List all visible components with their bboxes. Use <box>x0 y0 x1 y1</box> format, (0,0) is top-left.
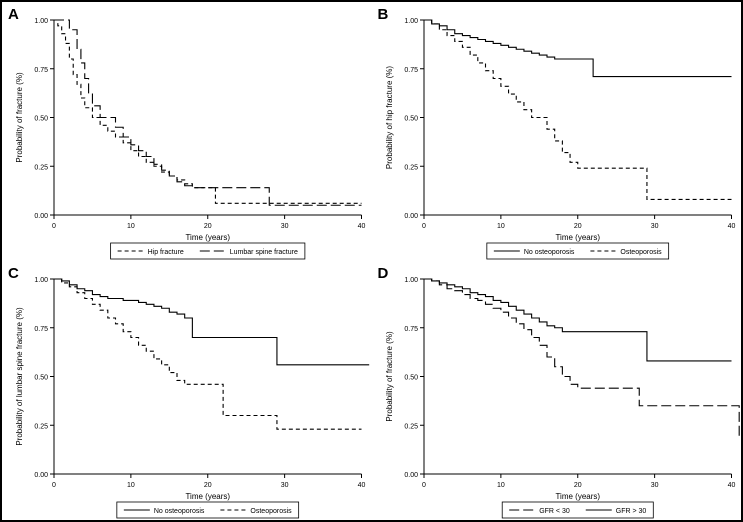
svg-text:Time (years): Time (years) <box>555 233 600 242</box>
figure-container: A 0.00 0.25 0.50 0.75 1.00 0 10 20 30 40 Probabili… <box>0 0 743 522</box>
svg-text:0.00: 0.00 <box>34 472 48 479</box>
svg-text:20: 20 <box>204 223 212 230</box>
svg-text:30: 30 <box>650 223 658 230</box>
svg-text:20: 20 <box>204 482 212 489</box>
svg-text:10: 10 <box>127 223 135 230</box>
svg-text:0: 0 <box>422 223 426 230</box>
svg-text:0.50: 0.50 <box>34 375 48 382</box>
svg-text:0: 0 <box>52 223 56 230</box>
svg-text:Probability of hip fracture (%: Probability of hip fracture (%) <box>385 66 394 169</box>
svg-text:0.25: 0.25 <box>404 423 418 430</box>
svg-text:Probability of fracture (%): Probability of fracture (%) <box>385 331 394 422</box>
panel-B: B 0.00 0.25 0.50 0.75 1.00 0 10 20 30 40 Probabili… <box>372 2 742 261</box>
svg-text:0.50: 0.50 <box>404 375 418 382</box>
panel-C: C 0.00 0.25 0.50 0.75 1.00 0 10 20 30 40 Probabili… <box>2 261 372 520</box>
panel-D: D 0.00 0.25 0.50 0.75 1.00 0 10 20 30 40 Probabili… <box>372 261 742 520</box>
svg-text:0.75: 0.75 <box>34 326 48 333</box>
panel-A-svg: 0.00 0.25 0.50 0.75 1.00 0 10 20 30 40 Probability… <box>2 2 372 261</box>
svg-text:Hip fracture: Hip fracture <box>148 249 184 256</box>
svg-text:0.25: 0.25 <box>34 164 48 171</box>
svg-text:1.00: 1.00 <box>34 277 48 284</box>
svg-text:Osteoporosis: Osteoporosis <box>620 249 662 256</box>
svg-text:30: 30 <box>281 482 289 489</box>
svg-text:10: 10 <box>496 482 504 489</box>
svg-text:10: 10 <box>496 223 504 230</box>
svg-text:0: 0 <box>422 482 426 489</box>
svg-text:40: 40 <box>727 482 735 489</box>
svg-text:GFR < 30: GFR < 30 <box>539 508 570 515</box>
svg-text:Osteoporosis: Osteoporosis <box>250 508 292 515</box>
svg-text:20: 20 <box>573 482 581 489</box>
svg-text:1.00: 1.00 <box>34 18 48 25</box>
svg-text:GFR > 30: GFR > 30 <box>615 508 646 515</box>
svg-text:40: 40 <box>358 482 366 489</box>
svg-text:10: 10 <box>127 482 135 489</box>
svg-text:1.00: 1.00 <box>404 277 418 284</box>
svg-text:Lumbar spine fracture: Lumbar spine fracture <box>230 249 298 256</box>
svg-text:0.75: 0.75 <box>34 67 48 74</box>
svg-text:Probability of lumbar spine fr: Probability of lumbar spine fracture (%) <box>15 307 24 446</box>
svg-text:0.00: 0.00 <box>404 472 418 479</box>
svg-text:Time (years): Time (years) <box>185 492 230 501</box>
panel-C-svg: 0.00 0.25 0.50 0.75 1.00 0 10 20 30 40 Probability… <box>2 261 372 520</box>
panel-A: A 0.00 0.25 0.50 0.75 1.00 0 10 20 30 40 Probabili… <box>2 2 372 261</box>
svg-text:No osteoporosis: No osteoporosis <box>523 249 574 256</box>
svg-text:0: 0 <box>52 482 56 489</box>
svg-text:0.25: 0.25 <box>404 164 418 171</box>
svg-text:1.00: 1.00 <box>404 18 418 25</box>
svg-text:30: 30 <box>650 482 658 489</box>
svg-text:No osteoporosis: No osteoporosis <box>154 508 205 515</box>
panel-D-label: D <box>378 265 389 282</box>
svg-text:0.50: 0.50 <box>404 116 418 123</box>
panel-C-label: C <box>8 265 19 282</box>
svg-text:30: 30 <box>281 223 289 230</box>
panel-A-label: A <box>8 6 19 23</box>
svg-text:40: 40 <box>727 223 735 230</box>
panel-B-svg: 0.00 0.25 0.50 0.75 1.00 0 10 20 30 40 Probability… <box>372 2 742 261</box>
svg-text:40: 40 <box>358 223 366 230</box>
svg-text:Probability of fracture (%): Probability of fracture (%) <box>15 72 24 163</box>
svg-text:0.75: 0.75 <box>404 326 418 333</box>
svg-text:Time (years): Time (years) <box>185 233 230 242</box>
svg-text:0.50: 0.50 <box>34 116 48 123</box>
panel-D-svg: 0.00 0.25 0.50 0.75 1.00 0 10 20 30 40 Probability… <box>372 261 742 520</box>
svg-text:0.00: 0.00 <box>34 213 48 220</box>
svg-text:0.00: 0.00 <box>404 213 418 220</box>
svg-text:20: 20 <box>573 223 581 230</box>
svg-text:0.75: 0.75 <box>404 67 418 74</box>
svg-text:0.25: 0.25 <box>34 423 48 430</box>
svg-text:Time (years): Time (years) <box>555 492 600 501</box>
panel-B-label: B <box>378 6 389 23</box>
